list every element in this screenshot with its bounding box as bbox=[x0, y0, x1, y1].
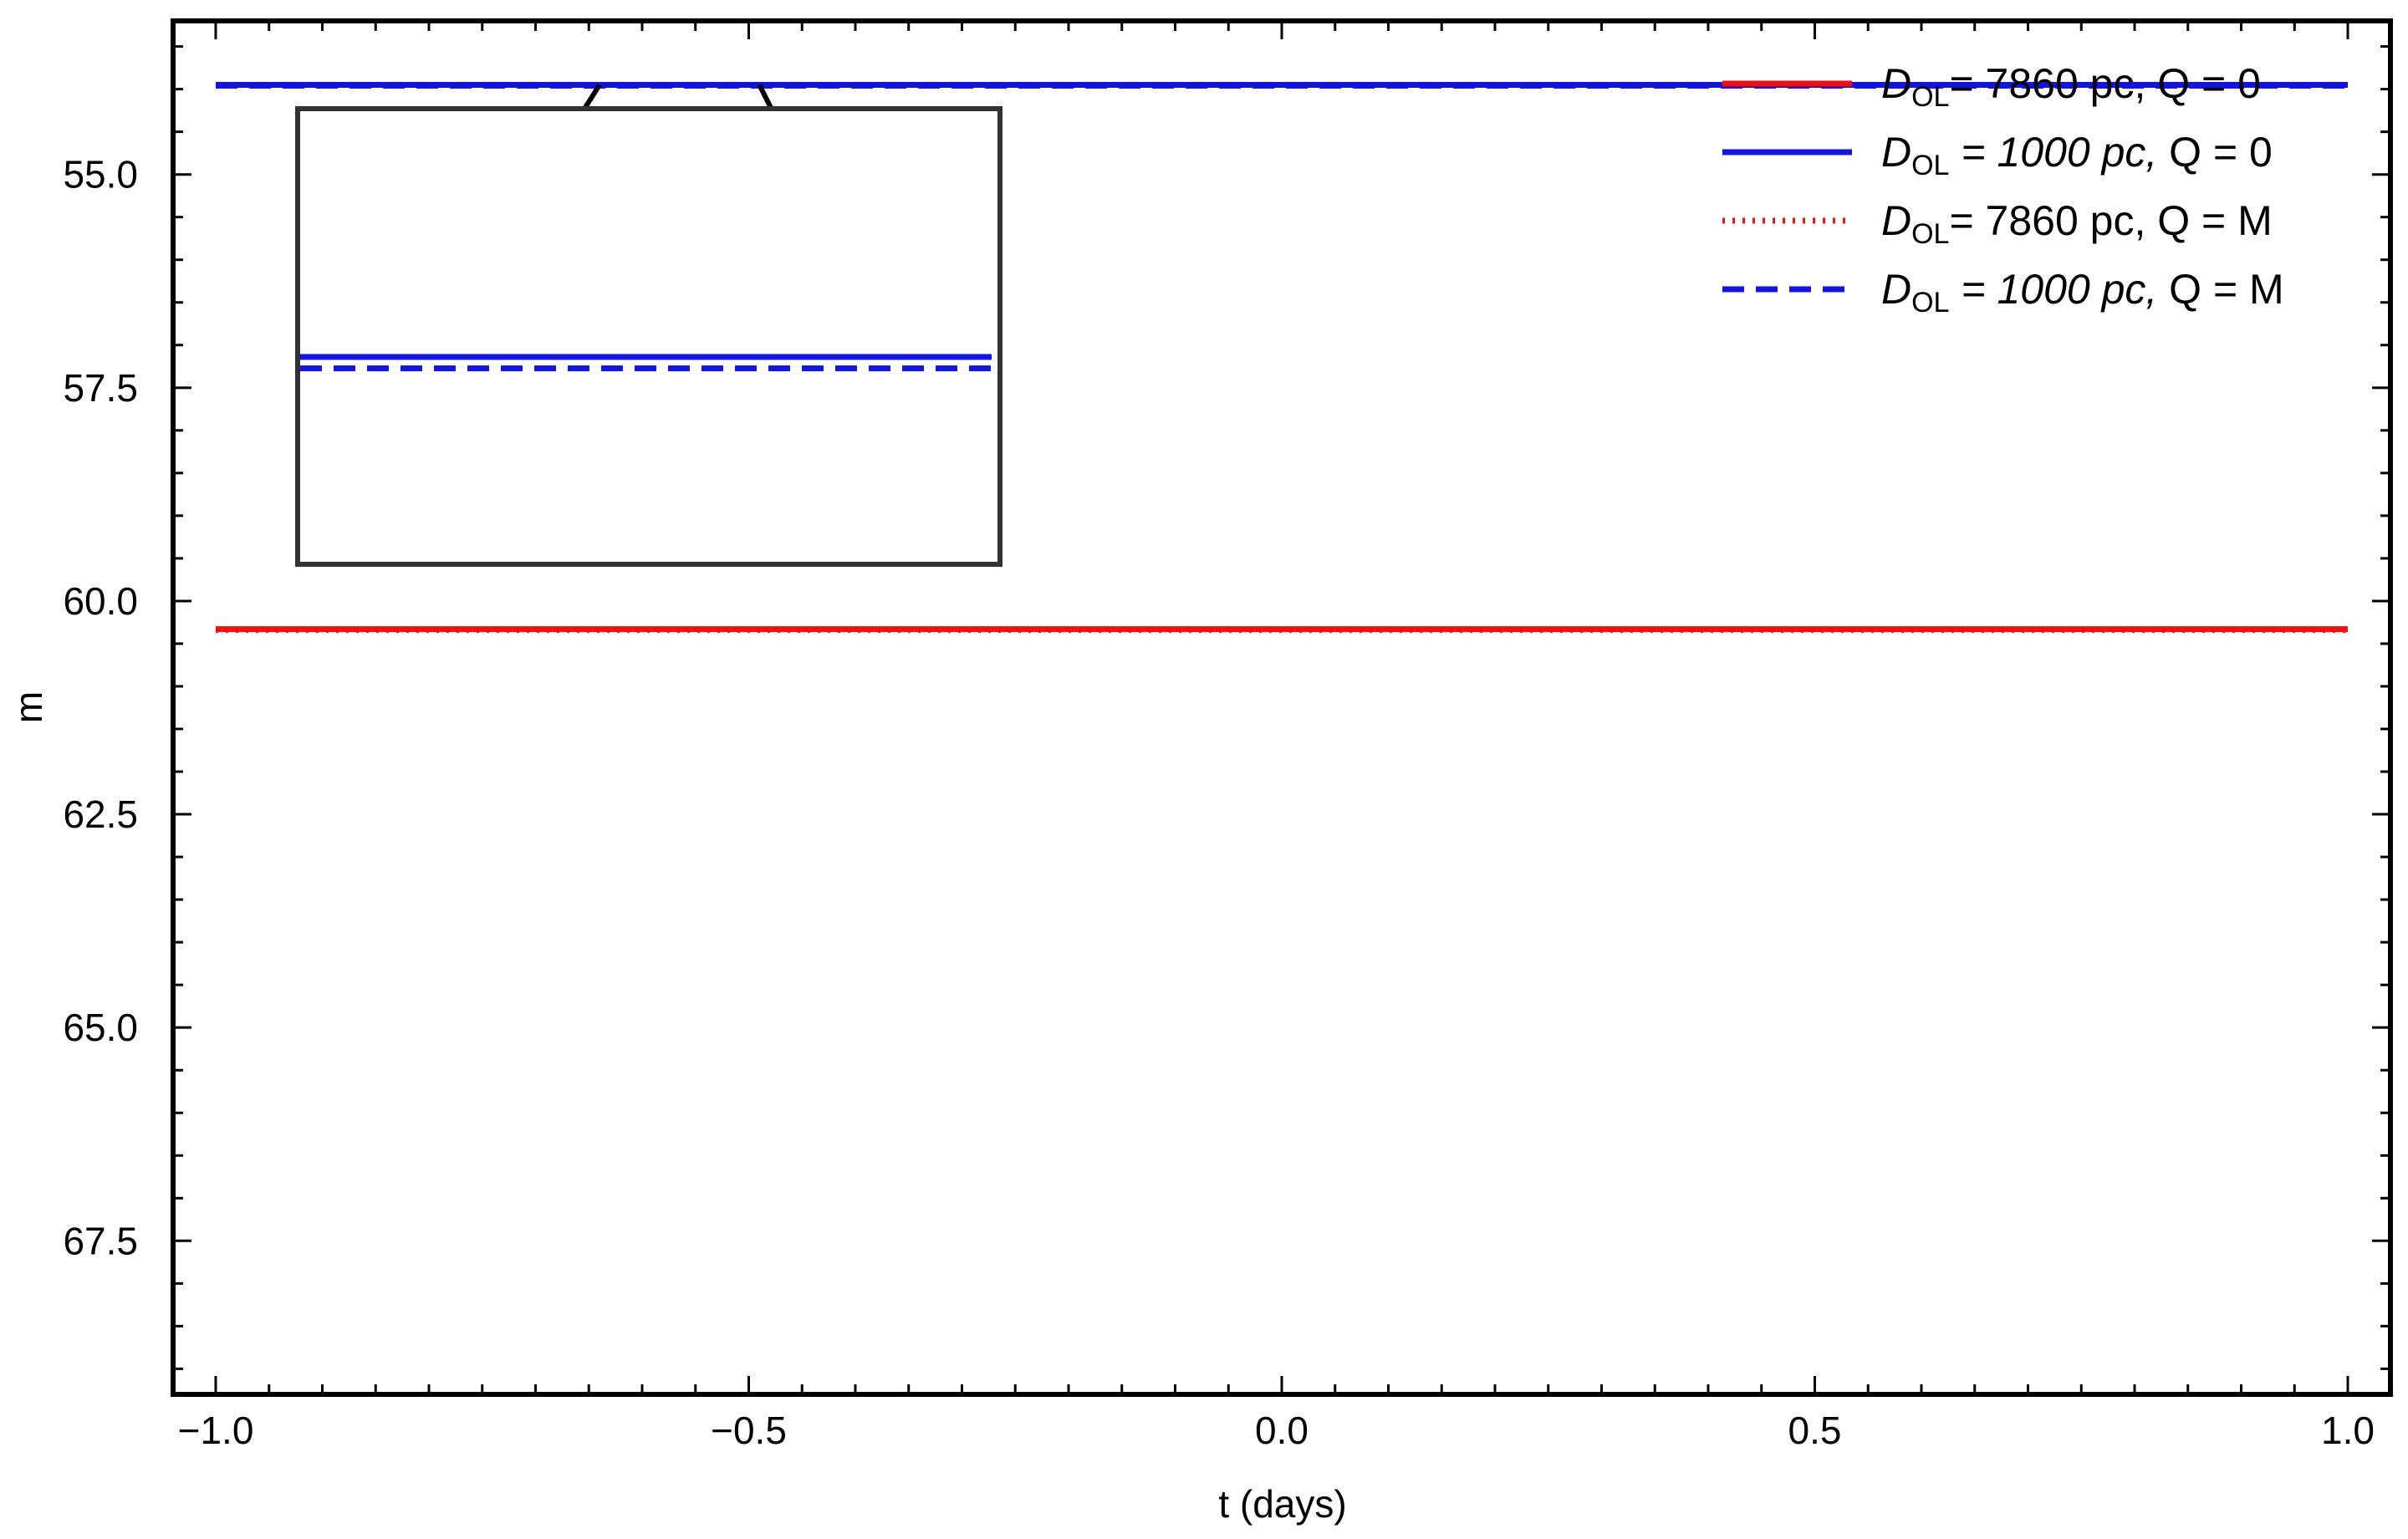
legend-label: DOL= 7860 pc, Q = M bbox=[1881, 197, 2273, 250]
y-tick-label: 60.0 bbox=[63, 579, 138, 623]
legend-label: DOL = 1000 pc, Q = 0 bbox=[1881, 129, 2273, 181]
x-axis-title: t (days) bbox=[1218, 1482, 1346, 1526]
y-tick-label: 67.5 bbox=[63, 1219, 138, 1262]
inset-zoom bbox=[295, 83, 1002, 567]
x-tick-label: −1.0 bbox=[178, 1409, 254, 1452]
inset-box bbox=[295, 106, 1002, 567]
legend-label: DOL = 1000 pc, Q = M bbox=[1881, 266, 2284, 319]
legend-label: DOL= 7860 pc, Q = 0 bbox=[1881, 60, 2261, 113]
x-tick-label: −0.5 bbox=[711, 1409, 787, 1452]
x-tick-label: 1.0 bbox=[2321, 1409, 2375, 1452]
x-tick-label: 0.0 bbox=[1255, 1409, 1309, 1452]
tick-labels: −1.0 −0.5 0.0 0.5 1.0 55.0 57.5 60.0 62.5 65.0 67.… bbox=[63, 153, 2375, 1452]
legend: DOL= 7860 pc, Q = 0 DOL = 1000 pc, Q = 0 D… bbox=[1722, 60, 2284, 319]
y-axis-title: m bbox=[7, 691, 50, 723]
plot-frame bbox=[171, 18, 2393, 1397]
y-tick-label: 57.5 bbox=[63, 366, 138, 410]
y-tick-label: 62.5 bbox=[63, 792, 138, 836]
y-tick-label: 65.0 bbox=[63, 1006, 138, 1049]
series-group bbox=[216, 82, 2348, 634]
y-tick-label: 55.0 bbox=[63, 153, 138, 196]
x-tick-label: 0.5 bbox=[1788, 1409, 1842, 1452]
